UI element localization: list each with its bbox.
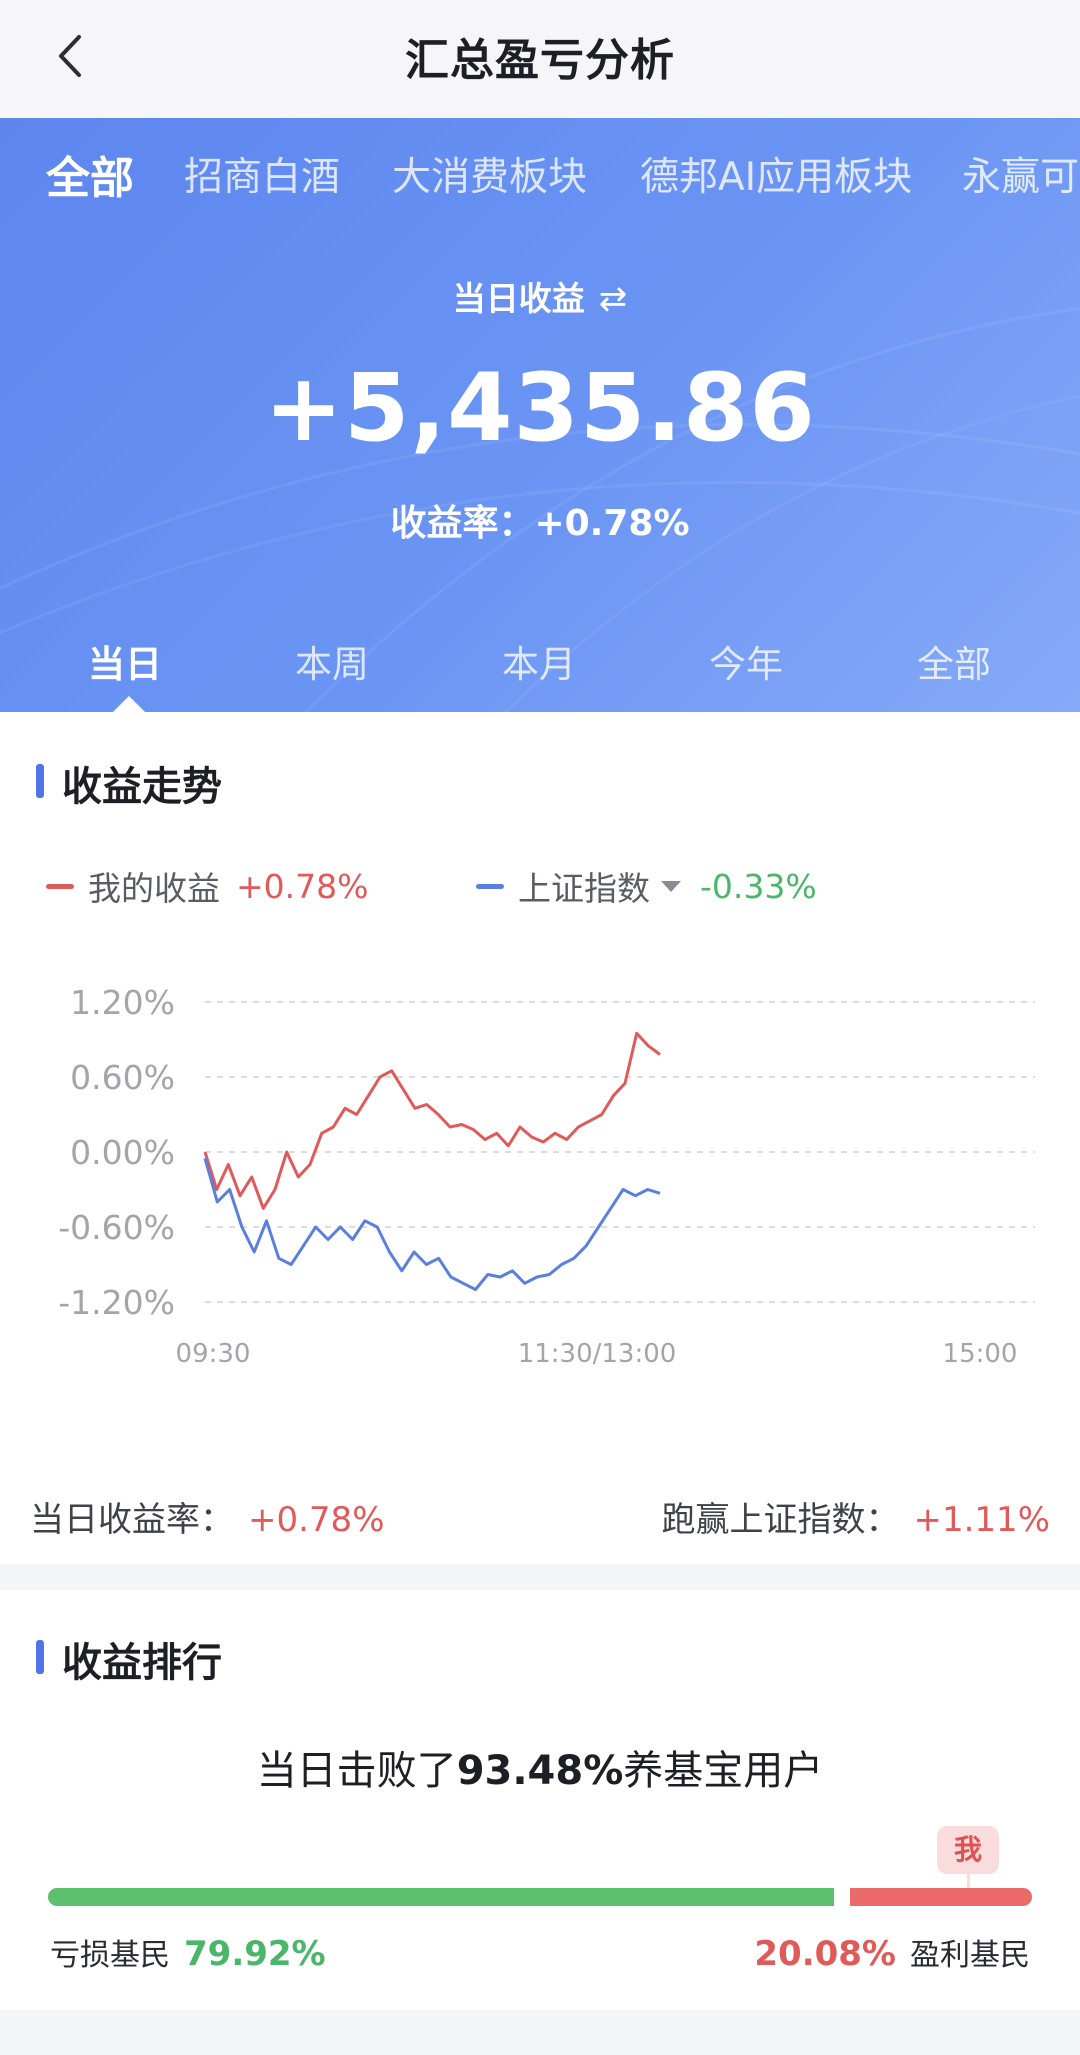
y-tick-label: 0.00% bbox=[70, 1133, 175, 1172]
legend-my-profit: 我的收益 +0.78% bbox=[46, 862, 368, 910]
legend-index-value: -0.33% bbox=[700, 866, 817, 906]
legend-swatch-red bbox=[46, 883, 74, 889]
period-tab-all[interactable]: 全部 bbox=[917, 643, 991, 686]
legend-swatch-blue bbox=[476, 883, 504, 889]
fund-tab-baijiu[interactable]: 招商白酒 bbox=[184, 155, 341, 200]
daily-profit-rate: 收益率：+0.78% bbox=[390, 503, 690, 544]
y-tick-label: 0.60% bbox=[70, 1058, 175, 1097]
profit-segment bbox=[850, 1888, 1032, 1906]
period-tab-indicator bbox=[113, 696, 145, 712]
daily-rate-label: 当日收益率： bbox=[30, 1500, 234, 1540]
trend-card: 收益走势 我的收益 +0.78% 上证指数 -0.33% 1.20% 0.60% 0… bbox=[0, 712, 1080, 1564]
fund-tab-all[interactable]: 全部 bbox=[46, 153, 134, 204]
profit-label: 盈利基民 bbox=[910, 1938, 1030, 1973]
profit-percent: 20.08% bbox=[754, 1934, 896, 1974]
daily-profit-toggle[interactable]: 当日收益 ⇄ bbox=[0, 272, 1080, 320]
x-tick-label: 09:30 bbox=[176, 1339, 251, 1369]
chevron-left-icon bbox=[59, 35, 81, 77]
my-position-pin bbox=[967, 1874, 970, 1900]
profit-users: 20.08% 盈利基民 bbox=[754, 1930, 1030, 1974]
nav-bar: 汇总盈亏分析 bbox=[0, 0, 1080, 118]
my-position-badge: 我 bbox=[937, 1826, 999, 1874]
beat-prefix: 当日击败了 bbox=[256, 1748, 457, 1794]
loss-label: 亏损基民 bbox=[50, 1938, 170, 1973]
section-accent-bar bbox=[36, 1640, 44, 1674]
profit-trend-chart: 1.20% 0.60% 0.00% -0.60% -1.20%09:30 11:30/13… bbox=[58, 983, 1035, 1369]
page-title: 汇总盈亏分析 bbox=[405, 35, 675, 86]
ranking-card: 收益排行 当日击败了93.48%养基宝用户 我 亏损基民 79.92% 20.08… bbox=[0, 1590, 1080, 2010]
trend-section-title: 收益走势 bbox=[36, 754, 222, 812]
trend-title-text: 收益走势 bbox=[62, 764, 222, 810]
y-tick-label: -1.20% bbox=[58, 1283, 175, 1322]
period-tab-year[interactable]: 今年 bbox=[709, 643, 783, 686]
index-line bbox=[203, 1157, 661, 1291]
beat-suffix: 养基宝用户 bbox=[623, 1748, 824, 1794]
back-button[interactable] bbox=[40, 26, 100, 86]
x-tick-label: 11:30/13:00 bbox=[518, 1339, 677, 1369]
legend-index-selector[interactable]: 上证指数 -0.33% bbox=[476, 862, 817, 910]
beat-users-text: 当日击败了93.48%养基宝用户 bbox=[0, 1738, 1080, 1796]
beat-index-value: +1.11% bbox=[913, 1500, 1051, 1540]
fund-tab-consumer[interactable]: 大消费板块 bbox=[392, 155, 588, 200]
period-tab-day[interactable]: 当日 bbox=[88, 643, 162, 686]
daily-rate-summary: 当日收益率： +0.78% bbox=[30, 1492, 385, 1541]
ranking-title-text: 收益排行 bbox=[62, 1640, 222, 1686]
fund-tab-yongying[interactable]: 永赢可 bbox=[962, 155, 1080, 200]
legend-my-value: +0.78% bbox=[236, 866, 369, 906]
daily-rate-value: +0.78% bbox=[248, 1500, 385, 1540]
summary-header: 全部 招商白酒 大消费板块 德邦AI应用板块 永赢可 当日收益 ⇄ +5,435.… bbox=[0, 118, 1080, 712]
loss-users: 亏损基民 79.92% bbox=[50, 1930, 326, 1974]
background-decoration bbox=[0, 306, 1080, 712]
ranking-section-title: 收益排行 bbox=[36, 1630, 222, 1688]
legend-my-label: 我的收益 bbox=[88, 869, 220, 908]
loss-segment bbox=[48, 1888, 834, 1906]
beat-index-label: 跑赢上证指数： bbox=[661, 1500, 900, 1540]
section-accent-bar bbox=[36, 764, 44, 798]
fund-tab-ai[interactable]: 德邦AI应用板块 bbox=[640, 155, 913, 200]
beat-percent: 93.48% bbox=[456, 1748, 624, 1794]
legend-index-label: 上证指数 bbox=[518, 869, 650, 908]
y-tick-label: 1.20% bbox=[70, 983, 175, 1022]
dropdown-triangle-icon bbox=[661, 881, 681, 892]
swap-arrows-icon: ⇄ bbox=[598, 279, 628, 319]
beat-index-summary: 跑赢上证指数： +1.11% bbox=[662, 1492, 1051, 1541]
loss-percent: 79.92% bbox=[184, 1934, 326, 1974]
my-profit-line bbox=[203, 1031, 661, 1210]
period-tab-month[interactable]: 本月 bbox=[502, 643, 576, 686]
fund-tab-bar: 全部 招商白酒 大消费板块 德邦AI应用板块 永赢可 bbox=[0, 146, 1080, 236]
profit-loss-bar bbox=[48, 1888, 1032, 1906]
x-tick-label: 15:00 bbox=[943, 1339, 1018, 1369]
period-tab-week[interactable]: 本周 bbox=[295, 643, 369, 686]
y-tick-label: -0.60% bbox=[58, 1208, 175, 1247]
daily-profit-amount: +5,435.86 bbox=[264, 354, 816, 463]
daily-profit-label: 当日收益 bbox=[452, 279, 585, 318]
